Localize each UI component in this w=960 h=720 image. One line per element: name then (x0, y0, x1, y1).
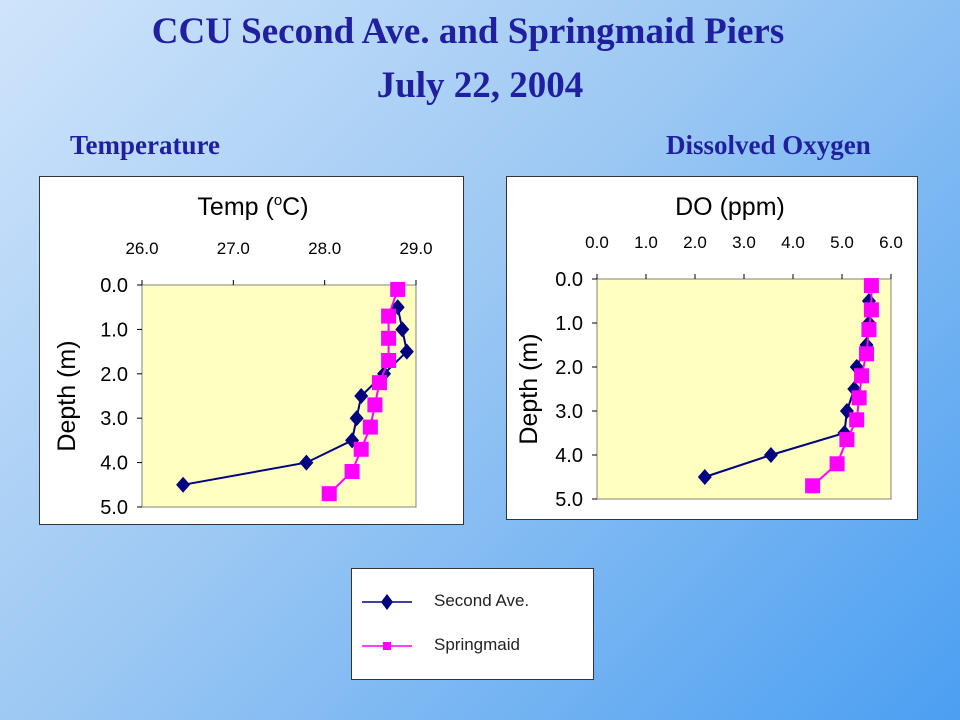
do-point-1-5 (851, 390, 867, 406)
temp-ytick-label-5: 5.0 (100, 497, 128, 519)
temp-point-1-6 (362, 419, 378, 435)
temp-xtick-label-0: 26.0 (125, 239, 158, 258)
temp-point-1-7 (353, 441, 369, 457)
legend: Second Ave. Springmaid (351, 568, 594, 680)
temp-ytick-label-1: 1.0 (100, 319, 128, 341)
temp-point-1-5 (367, 397, 383, 413)
temp-point-1-3 (381, 352, 397, 368)
temp-point-0-1 (395, 321, 410, 338)
do-point-1-6 (849, 412, 865, 428)
temperature-chart: Temp (oC) 26.0 27.0 28.0 29.0 0.0 1.0 2.0 3.0 4.0… (53, 192, 433, 519)
subtitle-dissolved-oxygen: Dissolved Oxygen (666, 130, 871, 160)
do-point-1-0 (863, 278, 879, 294)
temp-point-0-8 (176, 476, 191, 493)
temp-point-1-0 (390, 281, 406, 297)
temp-ylabel: Depth (m) (53, 340, 81, 451)
do-ytick-label-1: 1.0 (555, 313, 583, 335)
temp-xtick-label-3: 29.0 (399, 239, 432, 258)
temp-point-1-1 (381, 308, 397, 324)
do-ytick-label-5: 5.0 (555, 489, 583, 511)
temp-title: Temp (oC) (197, 192, 308, 221)
do-point-1-4 (854, 368, 870, 384)
temp-point-0-7 (299, 454, 314, 471)
do-xtick-label-3: 3.0 (732, 233, 756, 252)
legend-label-second-ave: Second Ave. (434, 591, 530, 610)
do-ytick-label-2: 2.0 (555, 357, 583, 379)
do-point-1-2 (861, 322, 877, 338)
temp-point-1-9 (321, 486, 337, 502)
temp-ytick-label-0: 0.0 (100, 275, 128, 297)
do-xtick-label-1: 1.0 (634, 233, 658, 252)
temp-point-0-0 (390, 299, 405, 316)
do-ytick-label-0: 0.0 (555, 269, 583, 291)
do-xtick-label-0: 0.0 (585, 233, 609, 252)
do-ylabel: Depth (m) (515, 333, 543, 444)
legend-markers (362, 594, 412, 650)
do-chart: DO (ppm) 0.0 1.0 2.0 3.0 4.0 5.0 6.0 0.0 1.0 2.0 3.… (515, 193, 903, 511)
do-point-0-8 (697, 469, 712, 485)
do-plot-area (596, 278, 892, 500)
do-xtick-label-6: 6.0 (879, 233, 903, 252)
temp-plot-area (141, 284, 417, 508)
do-point-1-1 (863, 302, 879, 318)
legend-marker-springmaid (383, 642, 391, 650)
do-xtick-label-4: 4.0 (781, 233, 805, 252)
legend-marker-second-ave (381, 594, 393, 610)
temp-series-line-1 (328, 289, 399, 495)
do-point-1-7 (839, 432, 855, 448)
do-point-0-5 (839, 403, 854, 419)
do-point-1-9 (805, 478, 821, 494)
temp-xtick-label-2: 28.0 (308, 239, 341, 258)
temp-ytick-label-2: 2.0 (100, 364, 128, 386)
temp-point-0-2 (399, 343, 414, 360)
temp-point-1-4 (371, 375, 387, 391)
temperature-chart-panel: Temp (oC) 26.0 27.0 28.0 29.0 0.0 1.0 2.0 3.0 4.0… (39, 176, 464, 525)
do-series-line-1 (811, 285, 873, 487)
temp-point-0-4 (354, 388, 369, 404)
do-ytick-label-4: 4.0 (555, 445, 583, 467)
temp-xtick-label-1: 27.0 (217, 239, 250, 258)
main-date: July 22, 2004 (376, 65, 584, 106)
do-point-1-3 (859, 346, 874, 362)
temp-ytick-label-4: 4.0 (100, 453, 128, 475)
do-chart-panel: DO (ppm) 0.0 1.0 2.0 3.0 4.0 5.0 6.0 0.0 1.0 2.0 3.… (506, 176, 918, 520)
main-title: CCU Second Ave. and Springmaid Piers (151, 11, 785, 52)
do-point-1-8 (829, 456, 845, 472)
do-xtick-label-2: 2.0 (683, 233, 707, 252)
temp-ytick-label-3: 3.0 (100, 408, 128, 430)
do-xtick-label-5: 5.0 (830, 233, 854, 252)
do-title: DO (ppm) (675, 193, 785, 221)
subtitle-temperature: Temperature (70, 130, 220, 160)
temp-point-1-2 (381, 330, 397, 346)
do-ytick-label-3: 3.0 (555, 401, 583, 423)
do-point-0-7 (763, 447, 778, 463)
temp-point-0-5 (349, 410, 364, 427)
legend-label-springmaid: Springmaid (434, 635, 520, 654)
temp-point-1-8 (344, 463, 360, 479)
